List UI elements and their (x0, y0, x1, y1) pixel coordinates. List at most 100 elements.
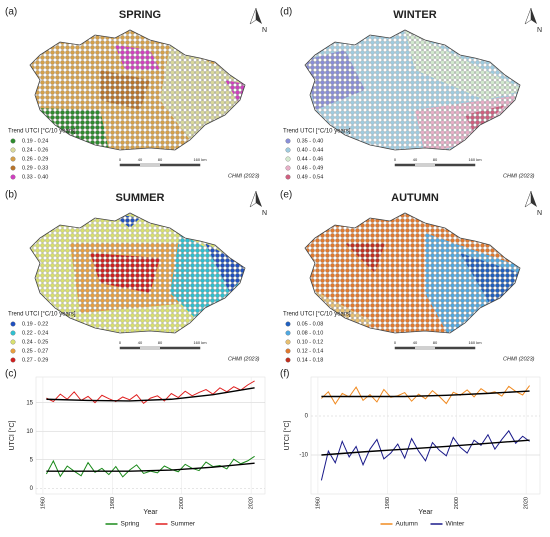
legend-label: 0.29 - 0.33 (22, 165, 48, 171)
panel-label: (e) (280, 190, 292, 201)
north-label: N (262, 210, 267, 217)
legend-label: 0.19 - 0.22 (22, 321, 48, 327)
scale-bar (435, 164, 475, 166)
scale-label: 80 (433, 340, 438, 345)
legend-label: 0.25 - 0.27 (22, 348, 48, 354)
north-label: N (262, 27, 267, 34)
legend-label: 0.22 - 0.24 (22, 330, 48, 336)
legend-swatch (10, 321, 16, 327)
y-tick-label: 15 (26, 400, 33, 406)
region (90, 253, 160, 293)
legend-title: Trend UTCI [°C/10 years] (8, 129, 76, 135)
x-tick-label: 1980 (385, 497, 391, 509)
panel-label: (a) (5, 7, 17, 18)
legend-swatch (285, 357, 291, 363)
legend-label: Spring (121, 521, 140, 528)
north-label: N (537, 210, 542, 217)
series-line (320, 429, 530, 481)
map-panel: (a) SPRING Trend UTCI [°C/10 years] 0.19 - … (5, 7, 267, 181)
scale-bar (160, 347, 200, 349)
panel-label: (f) (280, 369, 289, 380)
map-title: SPRING (119, 9, 161, 21)
legend-label: Autumn (396, 521, 419, 528)
scale-label: 0 (119, 157, 122, 162)
scale-label: 160 km (193, 157, 207, 162)
legend-swatch (285, 156, 291, 162)
trend-line (46, 462, 255, 472)
x-tick-label: 2020 (524, 497, 530, 509)
country-outline (304, 29, 521, 151)
legend-label: 0.49 - 0.54 (297, 174, 323, 180)
scale-label: 40 (138, 340, 143, 345)
scale-label: 0 (119, 340, 122, 345)
region (345, 243, 385, 273)
legend-label: 0.40 - 0.44 (297, 147, 323, 153)
scale-label: 80 (433, 157, 438, 162)
legend-label: 0.24 - 0.25 (22, 339, 48, 345)
legend-label: Winter (446, 521, 466, 528)
region (225, 80, 245, 105)
scale-label: 40 (413, 340, 418, 345)
credit: CHMI (2023) (503, 356, 535, 362)
x-axis-label: Year (418, 509, 433, 516)
trend-line (321, 439, 530, 456)
region (115, 45, 160, 70)
scale-label: 160 km (468, 340, 482, 345)
north-arrow (256, 8, 262, 24)
map-panel: (e) AUTUMN Trend UTCI [°C/10 years] 0.05 - … (280, 190, 542, 364)
north-arrow (531, 191, 537, 207)
north-arrow (249, 7, 257, 25)
legend-title: Trend UTCI [°C/10 years] (283, 129, 351, 135)
legend-swatch (285, 174, 291, 180)
north-arrow (524, 190, 532, 208)
trend-line (46, 387, 255, 402)
region (305, 50, 365, 110)
plot-area (35, 376, 266, 495)
x-tick-label: 1960 (40, 497, 46, 509)
scale-bar (435, 347, 475, 349)
map-title: WINTER (393, 9, 436, 21)
y-axis-label: UTCI [°C] (8, 420, 16, 450)
legend-label: 0.12 - 0.14 (297, 348, 323, 354)
legend-label: 0.26 - 0.29 (22, 156, 48, 162)
region (100, 70, 150, 110)
x-tick-label: 1980 (110, 497, 116, 509)
legend-label: 0.35 - 0.40 (297, 138, 323, 144)
scale-label: 80 (158, 340, 163, 345)
region (460, 253, 520, 313)
y-tick-label: 5 (30, 457, 34, 463)
legend-swatch (285, 147, 291, 153)
scale-bar (120, 164, 140, 166)
north-arrow (531, 8, 537, 24)
region (465, 105, 505, 135)
map-panel: (b) SUMMER Trend UTCI [°C/10 years] 0.19 - … (5, 190, 267, 364)
legend-swatch (285, 321, 291, 327)
legend-label: 0.05 - 0.08 (297, 321, 323, 327)
scale-bar (395, 164, 415, 166)
legend-label: 0.14 - 0.18 (297, 357, 323, 363)
country-outline (304, 212, 521, 334)
legend-swatch (285, 165, 291, 171)
scale-label: 160 km (468, 157, 482, 162)
legend-title: Trend UTCI [°C/10 years] (283, 312, 351, 318)
legend-swatch (10, 330, 16, 336)
north-arrow (256, 191, 262, 207)
series-line (321, 385, 530, 405)
scale-label: 160 km (193, 340, 207, 345)
north-arrow (249, 190, 257, 208)
legend-label: 0.24 - 0.26 (22, 147, 48, 153)
y-tick-label: 10 (26, 429, 33, 435)
scale-label: 80 (158, 157, 163, 162)
credit: CHMI (2023) (503, 173, 535, 179)
legend-label: Summer (171, 521, 196, 528)
legend-swatch (285, 339, 291, 345)
x-tick-label: 1960 (315, 497, 321, 509)
legend-label: 0.44 - 0.46 (297, 156, 323, 162)
scale-bar (120, 347, 140, 349)
panel-label: (b) (5, 190, 17, 201)
legend-swatch (10, 339, 16, 345)
scale-label: 40 (138, 157, 143, 162)
legend-swatch (285, 348, 291, 354)
legend-label: 0.33 - 0.40 (22, 174, 48, 180)
country-outline (29, 212, 246, 334)
